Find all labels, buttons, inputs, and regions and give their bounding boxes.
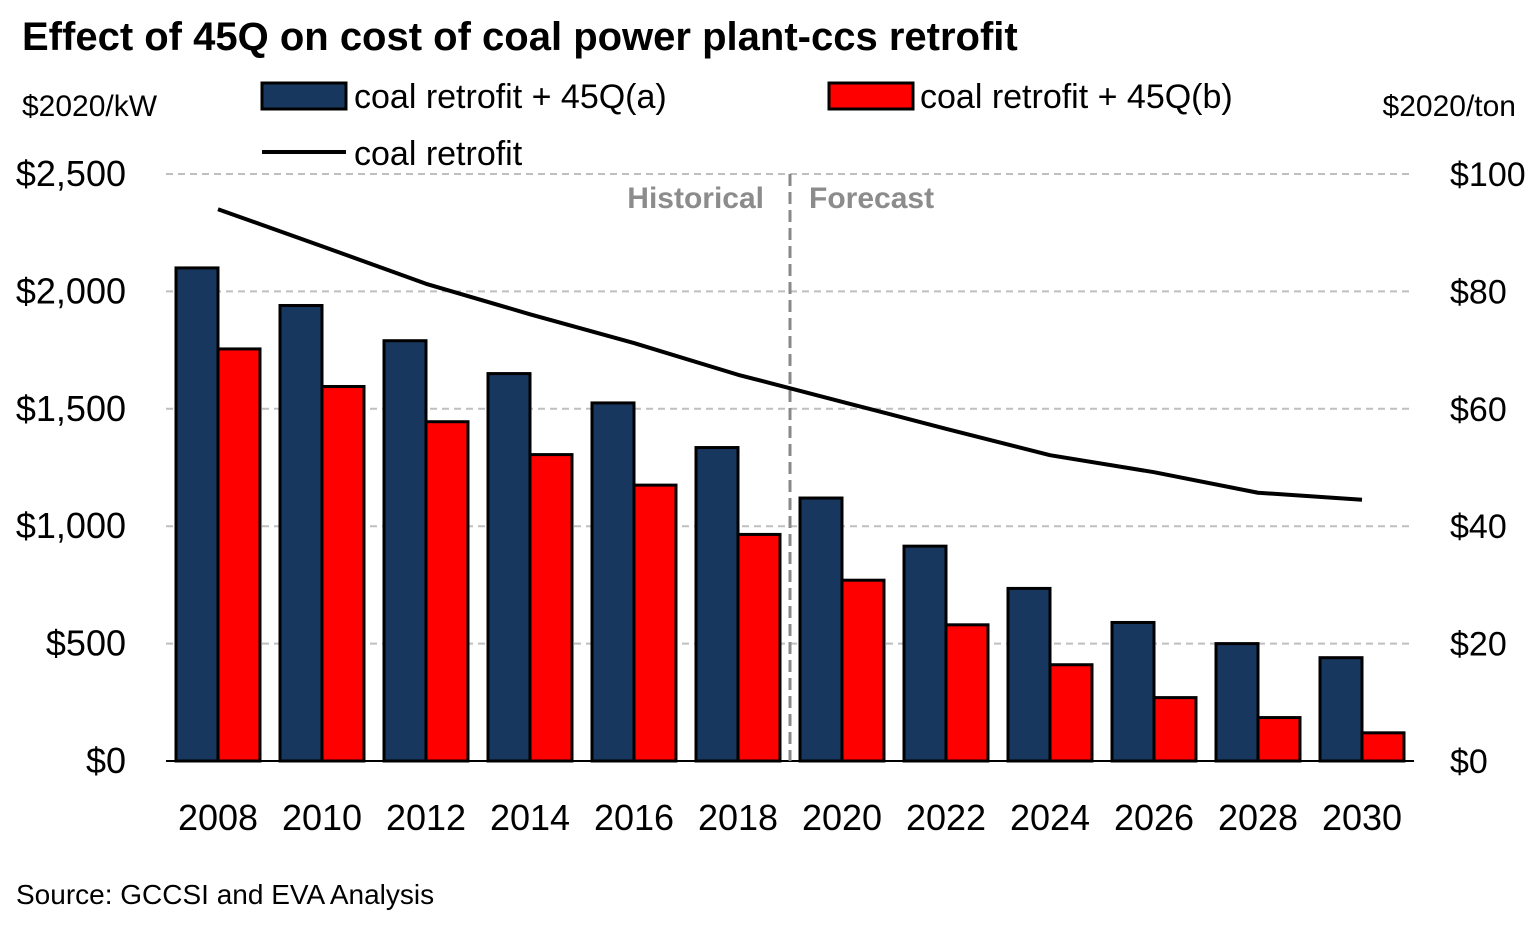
bar-b-2012 xyxy=(424,420,470,763)
bar-b-2024 xyxy=(1048,663,1094,763)
bar-b-2020 xyxy=(840,578,886,763)
bar-a-2030 xyxy=(1318,656,1364,763)
bar-b-2014 xyxy=(528,453,574,763)
x-tick-label: 2024 xyxy=(1010,797,1090,838)
right-axis-label: $2020/ton xyxy=(1383,90,1516,123)
bar-a-2012 xyxy=(382,339,428,763)
legend-label-line: coal retrofit xyxy=(354,135,523,173)
bar-a-2024 xyxy=(1006,586,1052,763)
source-note: Source: GCCSI and EVA Analysis xyxy=(16,879,434,910)
y-tick-label: $2,500 xyxy=(16,153,126,194)
left-y-ticks: $0 $500 $1,000 $1,500 $2,000 $2,500 xyxy=(16,153,126,781)
x-tick-label: 2030 xyxy=(1322,797,1402,838)
legend-swatch-a xyxy=(260,81,348,111)
bar-a-2018 xyxy=(694,446,740,763)
bar-b-2016 xyxy=(632,483,678,763)
bar-b-2008 xyxy=(216,347,262,763)
bars xyxy=(174,266,1406,763)
y-tick-label: $500 xyxy=(46,623,126,664)
forecast-divider: Historical Forecast xyxy=(627,174,934,761)
x-tick-label: 2018 xyxy=(698,797,778,838)
y-tick-label: $2,000 xyxy=(16,270,126,311)
historical-label: Historical xyxy=(627,182,764,215)
x-tick-label: 2014 xyxy=(490,797,570,838)
forecast-label: Forecast xyxy=(809,182,934,215)
bar-b-2022 xyxy=(944,623,990,763)
x-tick-label: 2022 xyxy=(906,797,986,838)
y2-tick-label: $40 xyxy=(1450,508,1507,546)
bar-b-2030 xyxy=(1360,731,1406,763)
y-tick-label: $1,500 xyxy=(16,388,126,429)
bar-a-2014 xyxy=(486,372,532,763)
bar-a-2020 xyxy=(798,496,844,763)
bar-b-2028 xyxy=(1256,716,1302,763)
x-tick-label: 2008 xyxy=(178,797,258,838)
y2-tick-label: $80 xyxy=(1450,273,1507,311)
left-axis-label: $2020/kW xyxy=(22,90,158,123)
bar-a-2022 xyxy=(902,544,948,763)
y2-tick-label: $100 xyxy=(1450,156,1526,194)
x-ticks: 2008 2010 2012 2014 2016 2018 2020 2022 2024 2026… xyxy=(178,797,1402,838)
bar-a-2016 xyxy=(590,401,636,763)
bar-a-2008 xyxy=(174,266,220,763)
x-tick-label: 2026 xyxy=(1114,797,1194,838)
x-tick-label: 2020 xyxy=(802,797,882,838)
bar-a-2010 xyxy=(278,303,324,763)
y2-tick-label: $60 xyxy=(1450,391,1507,429)
legend-swatch-b xyxy=(827,81,915,111)
right-y-ticks: $0 $20 $40 $60 $80 $100 xyxy=(1450,156,1526,781)
y2-tick-label: $0 xyxy=(1450,743,1488,781)
legend: coal retrofit + 45Q(a) coal retrofit + 4… xyxy=(260,78,1233,173)
y2-tick-label: $20 xyxy=(1450,626,1507,664)
legend-label-a: coal retrofit + 45Q(a) xyxy=(354,78,667,116)
x-tick-label: 2028 xyxy=(1218,797,1298,838)
x-tick-label: 2016 xyxy=(594,797,674,838)
bar-a-2026 xyxy=(1110,620,1156,763)
chart-title: Effect of 45Q on cost of coal power plan… xyxy=(22,15,1018,59)
y-tick-label: $1,000 xyxy=(16,505,126,546)
line-series xyxy=(217,207,1363,502)
x-tick-label: 2012 xyxy=(386,797,466,838)
bar-a-2028 xyxy=(1214,642,1260,763)
coal-retrofit-line xyxy=(217,207,1363,502)
x-tick-label: 2010 xyxy=(282,797,362,838)
bar-b-2018 xyxy=(736,532,782,763)
bar-b-2010 xyxy=(320,384,366,763)
y-tick-label: $0 xyxy=(86,740,126,781)
bar-b-2026 xyxy=(1152,696,1198,763)
legend-label-b: coal retrofit + 45Q(b) xyxy=(920,78,1233,116)
